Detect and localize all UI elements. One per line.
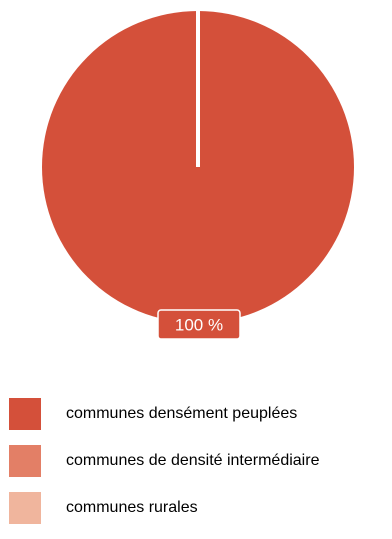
legend-swatch-dense [9,398,41,430]
legend: communes densément peuplées communes de … [9,398,392,539]
legend-label-intermediate: communes de densité intermédiaire [66,452,320,469]
legend-item-intermediate[interactable]: communes de densité intermédiaire [9,445,392,477]
legend-label-dense: communes densément peuplées [66,405,298,422]
legend-swatch-intermediate [9,445,41,477]
pie-slices [42,11,354,323]
data-label-text: 100 % [175,316,223,335]
pie-data-labels: 100 % [157,309,241,340]
data-label-box [157,309,241,340]
legend-swatch-rural [9,492,41,524]
pie-chart: 100 % [42,11,354,340]
legend-item-rural[interactable]: communes rurales [9,492,392,524]
legend-label-rural: communes rurales [66,499,198,516]
legend-item-dense[interactable]: communes densément peuplées [9,398,392,430]
